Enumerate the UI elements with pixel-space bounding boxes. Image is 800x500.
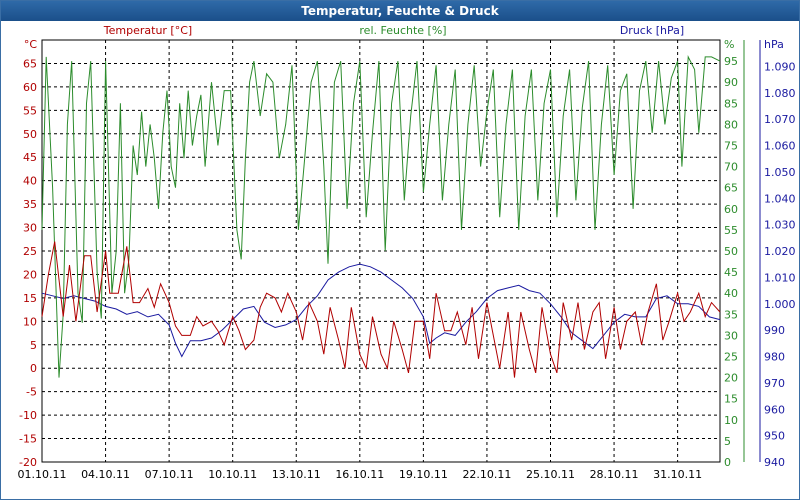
hum-tick-label: 70 [724,161,738,174]
press-tick-label: 1.050 [764,166,796,179]
press-tick-label: 980 [764,351,785,364]
temp-tick-label: 40 [23,175,37,188]
x-tick-label: 22.10.11 [462,468,511,481]
axes-labels: 01.10.11 04.10.11 07.10.11 10.10.11 13.10.11… [18,38,796,481]
temp-tick-label: 60 [23,81,37,94]
press-tick-label: 1.080 [764,87,796,100]
hum-tick-label: 80 [724,118,738,131]
x-tick-label: 19.10.11 [399,468,448,481]
press-tick-label: 940 [764,456,785,469]
legend-entry: rel. Feuchte [%] [359,24,446,37]
press-unit-label: hPa [764,38,784,51]
temp-tick-label: 10 [23,315,37,328]
press-tick-label: 1.030 [764,219,796,232]
temp-tick-label: 0 [30,362,37,375]
press-tick-label: 960 [764,403,785,416]
grid-lines [42,40,720,462]
press-tick-label: 1.020 [764,245,796,258]
hum-tick-label: 15 [724,393,738,406]
press-tick-label: 1.040 [764,192,796,205]
x-tick-label: 25.10.11 [526,468,575,481]
press-tick-label: 1.010 [764,271,796,284]
temp-tick-label: 55 [23,104,37,117]
temp-tick-label: -15 [19,433,37,446]
hum-tick-label: 45 [724,266,738,279]
x-tick-label: 10.10.11 [208,468,257,481]
series-line-press [41,263,721,358]
hum-tick-label: 85 [724,97,738,110]
x-tick-label: 13.10.11 [272,468,321,481]
series-lines [41,55,721,378]
chart-title: Temperatur, Feuchte & Druck [1,1,799,21]
hum-tick-label: 30 [724,329,738,342]
hum-unit-label: % [724,38,734,51]
series-line-hum [41,55,721,378]
temp-tick-label: 25 [23,245,37,258]
hum-tick-label: 10 [724,414,738,427]
legend-entry: Temperatur [°C] [103,24,192,37]
press-tick-label: 1.090 [764,60,796,73]
press-tick-label: 1.060 [764,140,796,153]
press-tick-label: 1.000 [764,298,796,311]
hum-tick-label: 50 [724,245,738,258]
temp-tick-label: -20 [19,456,37,469]
legend: Temperatur [°C] rel. Feuchte [%] Druck [hP… [103,24,684,37]
hum-tick-label: 65 [724,182,738,195]
x-tick-label: 28.10.11 [590,468,639,481]
hum-tick-label: 55 [724,224,738,237]
hum-tick-label: 75 [724,140,738,153]
x-tick-label: 16.10.11 [335,468,384,481]
press-tick-label: 970 [764,377,785,390]
series-line-temp [41,241,721,378]
hum-tick-label: 95 [724,55,738,68]
x-tick-label: 04.10.11 [81,468,130,481]
hum-tick-label: 90 [724,76,738,89]
temp-tick-label: 50 [23,128,37,141]
press-tick-label: 950 [764,430,785,443]
temp-tick-label: 45 [23,151,37,164]
temp-tick-label: 15 [23,292,37,305]
temp-tick-label: 35 [23,198,37,211]
legend-entry: Druck [hPa] [620,24,684,37]
press-tick-label: 990 [764,324,785,337]
press-tick-label: 1.070 [764,113,796,126]
hum-tick-label: 35 [724,308,738,321]
x-tick-label: 01.10.11 [18,468,67,481]
temp-unit-label: °C [24,38,38,51]
temp-tick-label: -5 [26,386,37,399]
x-tick-label: 31.10.11 [653,468,702,481]
temp-tick-label: 65 [23,57,37,70]
hum-tick-label: 25 [724,351,738,364]
hum-tick-label: 60 [724,203,738,216]
temp-tick-label: 20 [23,268,37,281]
temp-tick-label: 30 [23,222,37,235]
temp-tick-label: -10 [19,409,37,422]
x-tick-label: 07.10.11 [145,468,194,481]
temp-tick-label: 5 [30,339,37,352]
hum-tick-label: 5 [724,435,731,448]
hum-tick-label: 20 [724,372,738,385]
hum-tick-label: 40 [724,287,738,300]
hum-tick-label: 0 [724,456,731,469]
